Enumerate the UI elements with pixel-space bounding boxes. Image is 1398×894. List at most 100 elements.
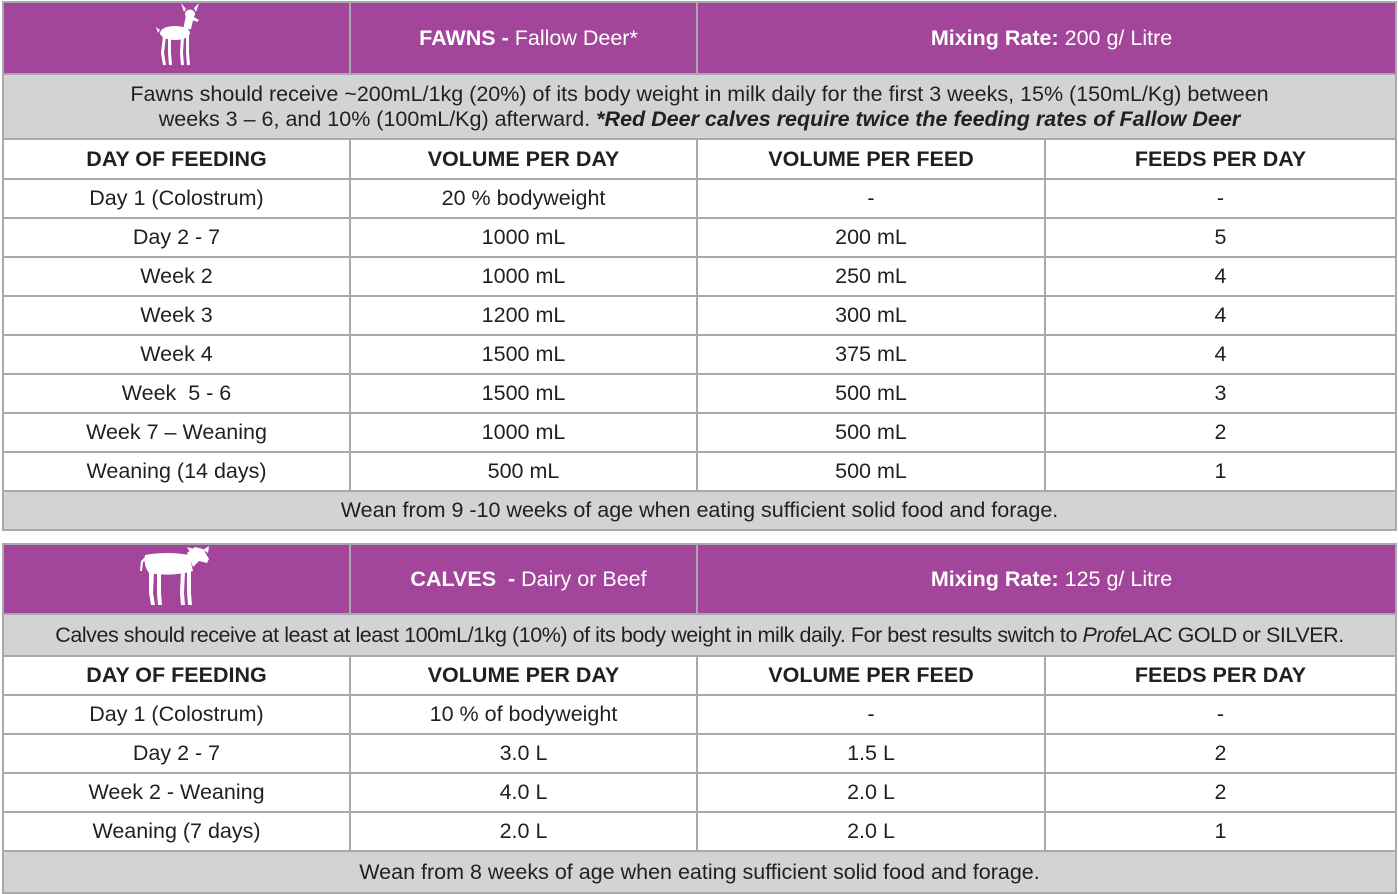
table-cell: 2.0 L [696,811,1046,852]
table-cell: - [696,694,1046,735]
table-cell: Week 3 [2,295,351,336]
calves-header-row: CALVES - Dairy or Beef Mixing Rate: 125 … [2,543,1397,615]
column-header: VOLUME PER DAY [349,138,698,180]
fawns-column-header-row: DAY OF FEEDING VOLUME PER DAY VOLUME PER… [2,138,1397,180]
column-header: VOLUME PER DAY [349,655,698,696]
table-cell: 500 mL [349,451,698,492]
table-row: Week 4 1500 mL 375 mL 4 [2,334,1397,375]
table-cell: 1200 mL [349,295,698,336]
table-cell: Week 2 - Weaning [2,772,351,813]
deer-icon [155,4,199,65]
table-cell: 2.0 L [349,811,698,852]
table-cell: 3.0 L [349,733,698,774]
table-cell: 250 mL [696,256,1046,297]
table-cell: 500 mL [696,373,1046,414]
calves-note-brand: Profe [1082,622,1132,647]
fawns-mixing-value: 200 g/ Litre [1058,25,1173,50]
calves-note-brand-rest: LAC GOLD or SILVER. [1131,622,1345,647]
fawns-mixing-label: Mixing Rate: [930,25,1059,50]
table-cell: 4.0 L [349,772,698,813]
table-cell: 375 mL [696,334,1046,375]
table-cell: Weaning (14 days) [2,451,351,492]
table-cell: - [1044,694,1397,735]
calves-mixing-label: Mixing Rate: [930,566,1059,591]
table-cell: 20 % bodyweight [349,178,698,219]
table-cell: 200 mL [696,217,1046,258]
table-cell: 2 [1044,412,1397,453]
calves-column-header-row: DAY OF FEEDING VOLUME PER DAY VOLUME PER… [2,655,1397,696]
fawns-note: Fawns should receive ~200mL/1kg (20%) of… [2,73,1397,140]
column-header: DAY OF FEEDING [2,655,351,696]
table-row: Day 1 (Colostrum) 10 % of bodyweight - - [2,694,1397,735]
table-cell: Day 2 - 7 [2,733,351,774]
calves-feeding-table: CALVES - Dairy or Beef Mixing Rate: 125 … [2,543,1397,894]
table-row: Week 3 1200 mL 300 mL 4 [2,295,1397,336]
calves-note: Calves should receive at least at least … [2,613,1397,657]
table-cell: 4 [1044,295,1397,336]
fawns-title: FAWNS - [419,25,509,50]
table-cell: 5 [1044,217,1397,258]
calves-title: CALVES - [410,566,516,591]
table-cell: 10 % of bodyweight [349,694,698,735]
table-cell: Week 7 – Weaning [2,412,351,453]
calves-footer-note: Wean from 8 weeks of age when eating suf… [2,850,1397,894]
table-row: Day 2 - 7 1000 mL 200 mL 5 [2,217,1397,258]
table-cell: Week 2 [2,256,351,297]
fawns-note-line1: Fawns should receive ~200mL/1kg (20%) of… [130,81,1269,106]
table-row: Week 2 1000 mL 250 mL 4 [2,256,1397,297]
column-header: FEEDS PER DAY [1044,138,1397,180]
fawns-footer-note: Wean from 9 -10 weeks of age when eating… [2,490,1397,531]
calves-icon-cell [2,543,351,615]
table-row: Week 7 – Weaning 1000 mL 500 mL 2 [2,412,1397,453]
column-header: DAY OF FEEDING [2,138,351,180]
calves-mixing-cell: Mixing Rate: 125 g/ Litre [696,543,1397,615]
fawns-header-row: FAWNS - Fallow Deer* Mixing Rate: 200 g/… [2,1,1397,75]
table-cell: 500 mL [696,412,1046,453]
fawns-note-line2: weeks 3 – 6, and 10% (100mL/Kg) afterwar… [158,106,597,131]
table-cell: 3 [1044,373,1397,414]
calf-icon [139,546,209,605]
fawns-mixing-cell: Mixing Rate: 200 g/ Litre [696,1,1397,75]
table-row: Weaning (7 days) 2.0 L 2.0 L 1 [2,811,1397,852]
table-cell: 300 mL [696,295,1046,336]
table-cell: Day 2 - 7 [2,217,351,258]
table-cell: - [1044,178,1397,219]
table-cell: 500 mL [696,451,1046,492]
table-cell: 1000 mL [349,217,698,258]
table-cell: 1000 mL [349,256,698,297]
table-cell: 1 [1044,451,1397,492]
table-cell: Day 1 (Colostrum) [2,694,351,735]
table-cell: 2 [1044,772,1397,813]
table-cell: 4 [1044,334,1397,375]
column-header: VOLUME PER FEED [696,138,1046,180]
fawns-title-cell: FAWNS - Fallow Deer* [349,1,698,75]
table-cell: 1000 mL [349,412,698,453]
table-row: Week 2 - Weaning 4.0 L 2.0 L 2 [2,772,1397,813]
column-header: FEEDS PER DAY [1044,655,1397,696]
fawns-footer-row: Wean from 9 -10 weeks of age when eating… [2,490,1397,531]
fawns-note-emphasis: *Red Deer calves require twice the feedi… [596,106,1241,131]
calves-note-text: Calves should receive at least at least … [55,622,1083,647]
calves-footer-row: Wean from 8 weeks of age when eating suf… [2,850,1397,894]
fawns-subtitle: Fallow Deer* [508,25,638,50]
table-cell: - [696,178,1046,219]
fawns-icon-cell [2,1,351,75]
table-cell: Weaning (7 days) [2,811,351,852]
table-row: Day 2 - 7 3.0 L 1.5 L 2 [2,733,1397,774]
table-row: Day 1 (Colostrum) 20 % bodyweight - - [2,178,1397,219]
calves-mixing-value: 125 g/ Litre [1058,566,1173,591]
table-cell: 1 [1044,811,1397,852]
fawns-feeding-table: FAWNS - Fallow Deer* Mixing Rate: 200 g/… [2,1,1397,531]
table-row: Week 5 - 6 1500 mL 500 mL 3 [2,373,1397,414]
table-cell: 1500 mL [349,373,698,414]
table-cell: Week 4 [2,334,351,375]
table-cell: 2.0 L [696,772,1046,813]
table-cell: Week 5 - 6 [2,373,351,414]
table-cell: 4 [1044,256,1397,297]
fawns-note-row: Fawns should receive ~200mL/1kg (20%) of… [2,73,1397,140]
table-cell: 1500 mL [349,334,698,375]
table-cell: Day 1 (Colostrum) [2,178,351,219]
table-cell: 1.5 L [696,733,1046,774]
calves-title-cell: CALVES - Dairy or Beef [349,543,698,615]
calves-subtitle: Dairy or Beef [515,566,647,591]
